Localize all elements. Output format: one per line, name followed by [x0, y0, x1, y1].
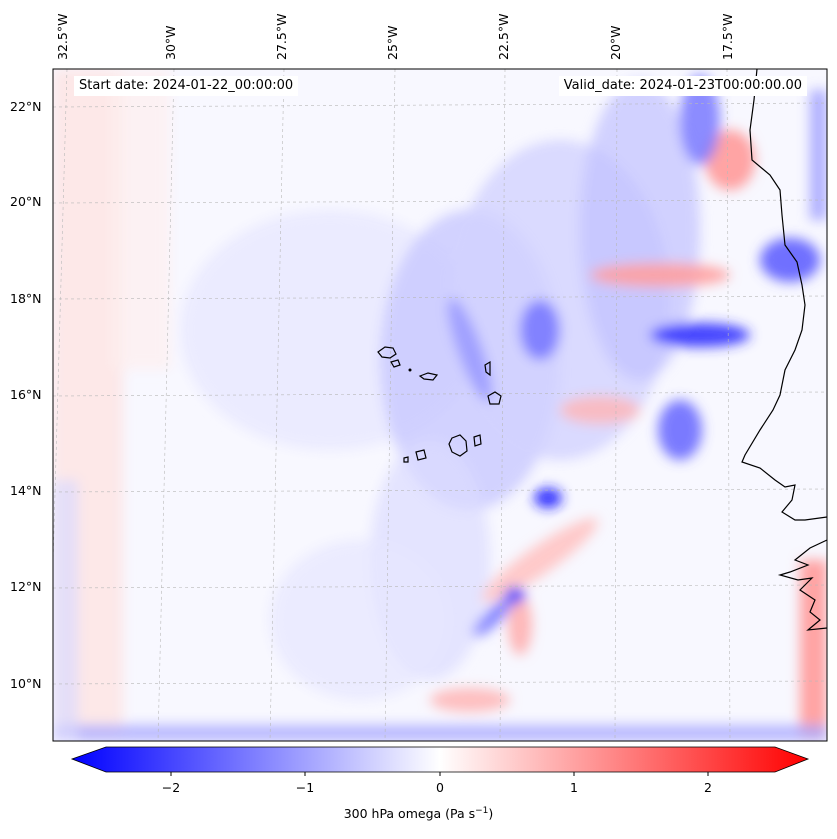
lon-label: 27.5°W — [274, 13, 289, 60]
lat-label: 16°N — [10, 387, 42, 402]
graticule — [53, 69, 827, 741]
lat-label: 14°N — [10, 483, 42, 498]
lon-label: 32.5°W — [55, 13, 70, 60]
lat-label: 10°N — [10, 676, 42, 691]
lat-label: 20°N — [10, 194, 42, 209]
colorbar — [70, 746, 810, 776]
omega-field — [53, 69, 827, 741]
lat-label: 18°N — [10, 291, 42, 306]
colorbar-tick: −1 — [295, 780, 315, 795]
colorbar-tick: −2 — [161, 780, 181, 795]
coastline — [377, 69, 827, 631]
colorbar-tick: 2 — [704, 780, 712, 795]
lon-label: 20°W — [608, 25, 623, 60]
map-frame — [52, 68, 828, 742]
colorbar-tick: 1 — [570, 780, 578, 795]
colorbar-label: 300 hPa omega (Pa s−1) — [343, 806, 494, 822]
lat-label: 12°N — [10, 579, 42, 594]
lon-label: 22.5°W — [496, 13, 511, 60]
start-date-label: Start date: 2024-01-22_00:00:00 — [74, 76, 299, 96]
lon-label: 30°W — [163, 25, 178, 60]
valid-date-label: Valid_date: 2024-01-23T00:00:00.00 — [558, 76, 807, 96]
lat-label: 22°N — [10, 99, 42, 114]
lon-label: 25°W — [385, 25, 400, 60]
colorbar-tick: 0 — [436, 780, 444, 795]
lon-label: 17.5°W — [720, 13, 735, 60]
